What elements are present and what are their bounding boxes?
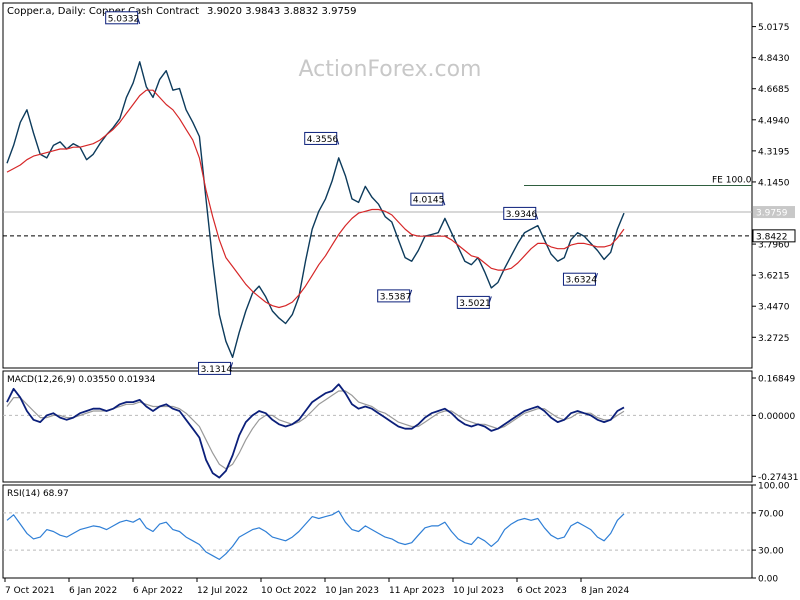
annotation-box [304,131,338,145]
price-tick-label: 3.2725 [758,334,790,344]
moving-average-line [6,89,625,309]
annotation-label: 4.0145 [413,196,445,206]
annotation-box [105,11,139,25]
rsi-tick-label: 70.00 [758,509,784,519]
macd-line [6,383,625,479]
annotation-box [198,361,232,375]
current-price-label: 3.9759 [756,209,788,219]
macd-pane-frame [2,370,753,483]
rsi-line [6,510,625,561]
price-tick-label: 4.8430 [758,54,790,64]
annotation-label: 3.9346 [506,210,538,220]
ohlc-values: 3.9020 3.9843 3.8832 3.9759 [207,6,357,17]
macd-tick-label: 0.00000 [758,412,795,422]
annotation-label: 5.0332 [108,14,140,24]
rsi-title: RSI(14) 68.97 [7,489,69,499]
macd-signal-line [6,390,625,470]
x-tick-label: 10 Jan 2023 [325,586,379,596]
chart-header: Copper.a, Daily: Copper Cash Contract 3.9… [7,6,357,17]
rsi-pane-frame [2,484,753,579]
annotation-label: 3.5387 [380,292,412,302]
dashed-level-badge [752,229,796,243]
x-tick-label: 10 Oct 2022 [261,586,317,596]
price-tick-label: 4.6685 [758,85,790,95]
price-tick-label: 4.4940 [758,116,790,126]
macd-title: MACD(12,26,9) 0.03550 0.01934 [7,375,156,385]
x-tick-label: 12 Jul 2022 [197,586,248,596]
price-series-line [6,61,625,358]
macd-tick-label: -0.27431 [758,473,798,483]
annotation-box [562,272,596,286]
annotation-label: 4.3556 [307,135,339,145]
x-tick-label: 11 Apr 2023 [389,586,445,596]
rsi-tick-label: 0.00 [758,575,778,585]
x-tick-label: 6 Jan 2022 [69,586,117,596]
annotation-box [456,295,490,309]
current-price-badge [753,206,795,219]
rsi-tick-label: 100.00 [758,482,790,492]
price-tick-label: 3.4470 [758,303,790,313]
price-tick-label: 4.1450 [758,178,790,188]
x-tick-label: 6 Apr 2022 [133,586,183,596]
price-tick-label: 3.7960 [758,241,790,251]
annotation-box [410,192,444,206]
macd-tick-label: 0.16849 [758,374,795,384]
annotation-label: 3.6324 [565,276,597,286]
fe-label: FE 100.0 [712,176,752,186]
x-tick-label: 8 Jan 2024 [581,586,629,596]
price-tick-label: 4.3195 [758,147,790,157]
x-tick-label: 6 Oct 2023 [517,586,567,596]
annotation-label: 3.1314 [201,365,233,375]
rsi-tick-label: 30.00 [758,547,784,557]
price-tick-label: 3.6215 [758,272,790,282]
annotation-box [377,289,411,303]
symbol-info: Copper.a, Daily: Copper Cash Contract [7,6,199,17]
x-tick-label: 10 Jul 2023 [453,586,504,596]
watermark: ActionForex.com [299,57,482,82]
price-tick-label: 5.0175 [758,23,790,33]
annotation-label: 3.5021 [459,299,491,309]
dashed-level-label: 3.8422 [756,232,788,242]
x-tick-label: 7 Oct 2021 [5,586,55,596]
annotation-box [503,206,537,220]
